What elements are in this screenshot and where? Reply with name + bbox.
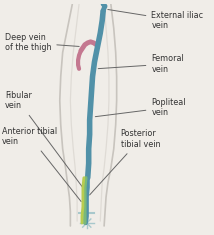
Text: Posterior
tibial vein: Posterior tibial vein	[90, 129, 160, 195]
Text: Femoral
vein: Femoral vein	[98, 54, 184, 74]
Text: External iliac
vein: External iliac vein	[108, 9, 204, 30]
Text: Deep vein
of the thigh: Deep vein of the thigh	[5, 33, 79, 52]
Text: Anterior tibial
vein: Anterior tibial vein	[2, 127, 81, 202]
Text: Fibular
vein: Fibular vein	[5, 91, 83, 188]
Text: Popliteal
vein: Popliteal vein	[95, 98, 186, 117]
